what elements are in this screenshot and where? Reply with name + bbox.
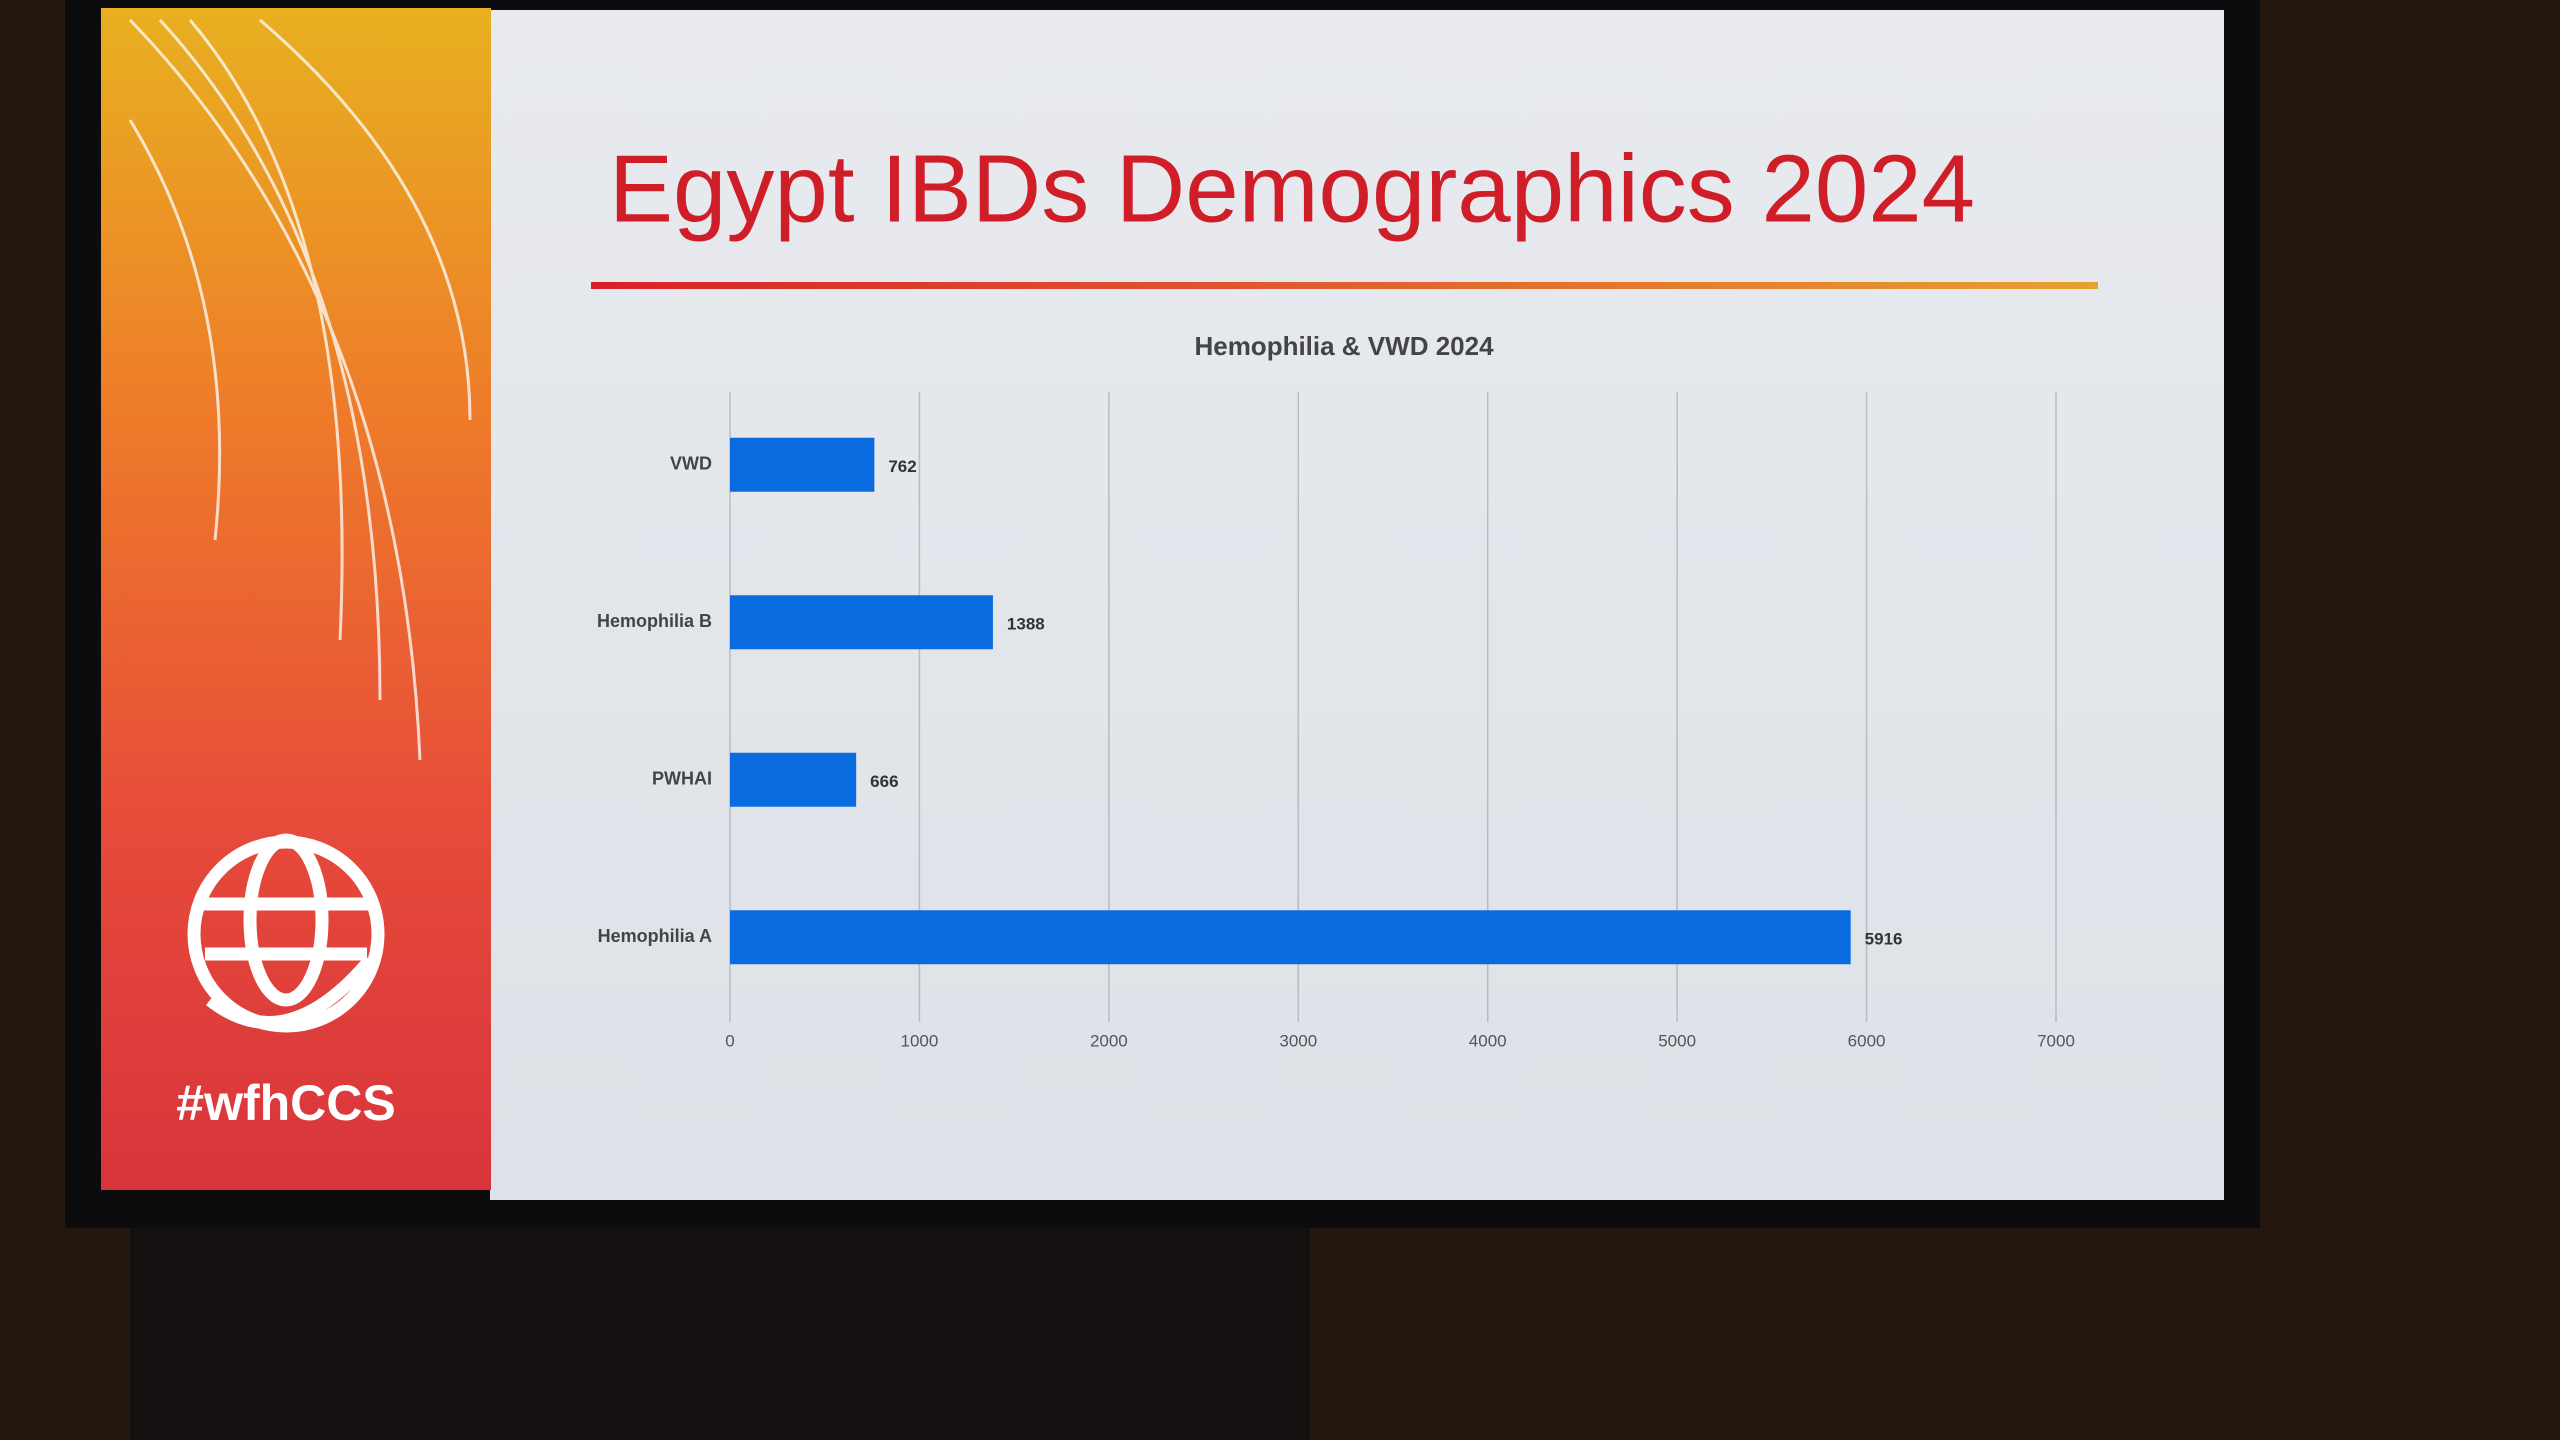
x-tick-label: 1000 [901,1031,939,1050]
x-tick-label: 6000 [1848,1031,1886,1050]
x-tick-label: 2000 [1090,1031,1128,1050]
category-label: VWD [670,454,712,474]
bar [730,752,857,807]
stand [130,1220,1310,1440]
bar [730,910,1851,965]
value-label: 762 [888,457,916,476]
x-tick-label: 7000 [2037,1031,2075,1050]
bar [730,437,875,492]
title-rule [591,282,2098,289]
category-label: Hemophilia A [598,926,712,946]
category-label: PWHAI [652,769,712,789]
x-tick-label: 0 [725,1031,734,1050]
bar [730,595,993,650]
x-tick-label: 5000 [1658,1031,1696,1050]
logo-globe [187,833,385,1033]
x-tick-label: 3000 [1279,1031,1317,1050]
value-label: 1388 [1007,615,1045,634]
x-tick-label: 4000 [1469,1031,1507,1050]
value-label: 5916 [1865,930,1903,949]
slide-title: Egypt IBDs Demographics 2024 [609,135,1975,242]
hashtag: #wfhCCS [176,1075,395,1131]
chart-title: Hemophilia & VWD 2024 [1194,331,1494,361]
value-label: 666 [870,772,898,791]
category-label: Hemophilia B [597,611,712,631]
decor-arcs [128,18,472,761]
